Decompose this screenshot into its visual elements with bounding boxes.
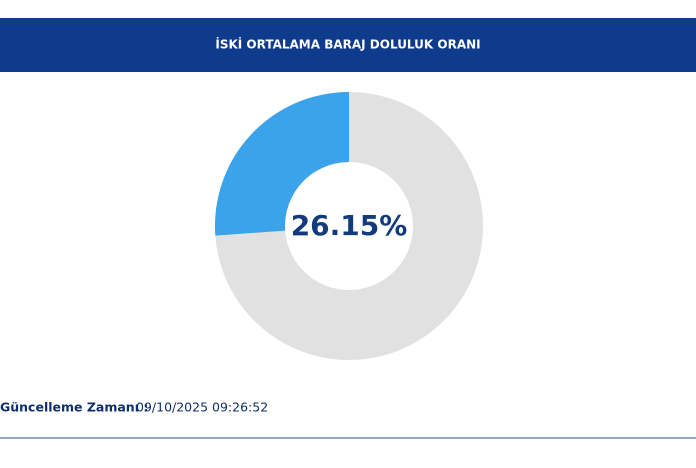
update-label: Güncelleme Zamanı : bbox=[0, 400, 148, 415]
center-value: 26.15% bbox=[291, 209, 408, 242]
update-time: 09/10/2025 09:26:52 bbox=[136, 400, 268, 415]
donut-segment bbox=[214, 92, 349, 236]
header-bar bbox=[0, 18, 696, 72]
chart-title: İSKİ ORTALAMA BARAJ DOLULUK ORANI bbox=[215, 37, 480, 52]
